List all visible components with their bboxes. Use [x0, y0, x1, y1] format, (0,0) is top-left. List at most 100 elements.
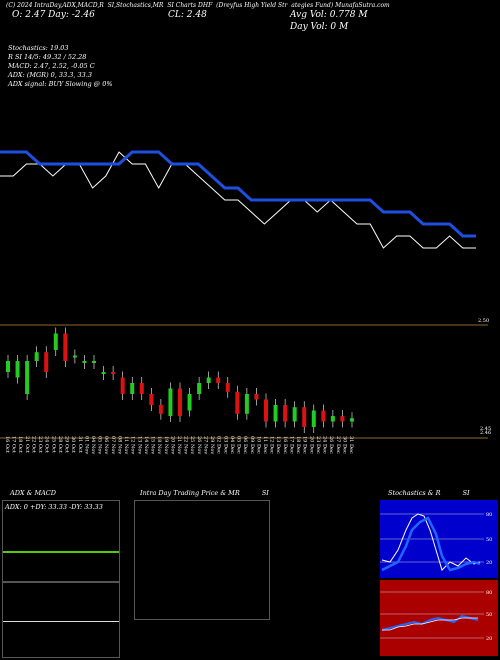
- date-label: 21 Oct: [23, 436, 30, 453]
- candle: [158, 405, 163, 414]
- date-label: 05 Dec: [235, 436, 242, 454]
- date-label: 12 Nov: [129, 436, 136, 455]
- header-title-5: ategies Fund) MunafaSutra.com: [291, 2, 390, 9]
- adx-signal-info: ADX signal: BUY Slowing @ 0%: [8, 80, 113, 88]
- candle: [72, 355, 77, 358]
- candle: [101, 372, 106, 374]
- candle: [25, 361, 30, 394]
- close-readout: CL: 2.48: [168, 10, 207, 20]
- candle: [6, 361, 10, 372]
- open-day-readout: O: 2.47 Day: -2.46: [12, 10, 95, 20]
- macd-panel: [2, 582, 120, 658]
- macd-line: [3, 621, 119, 622]
- date-label: 16 Oct: [4, 436, 10, 453]
- date-label: 07 Nov: [109, 436, 116, 455]
- date-label: 02 Dec: [215, 436, 222, 454]
- intraday-panel: [134, 500, 270, 620]
- date-label: 29 Nov: [209, 436, 216, 455]
- chart-header: (C) 2024 IntraDay,ADX,MACD,R SI,Stochast…: [6, 2, 392, 9]
- rsi-tick-80: 80: [486, 590, 492, 596]
- date-label: 30 Dec: [341, 436, 348, 454]
- stoch-title-1: Stochastics & R: [388, 489, 441, 497]
- price-label-low1: 2.46: [480, 430, 492, 436]
- candle: [130, 383, 135, 394]
- intraday-panel-title: Intra Day Trading Price & MR SI: [140, 489, 269, 497]
- macd-info: MACD: 2.47, 2.52, -0.05 C: [8, 62, 95, 70]
- adx-readout: ADX: 0 +DY: 33.33 -DY: 33.33: [5, 503, 103, 511]
- candle: [82, 361, 87, 363]
- candle: [350, 418, 354, 422]
- adx-info: ADX: (MGR) 0, 33.3, 33.3: [8, 71, 93, 79]
- date-label: 12 Dec: [268, 436, 275, 454]
- candle: [321, 410, 326, 422]
- candle: [197, 383, 202, 394]
- date-label: 20 Nov: [169, 436, 176, 455]
- candle: [302, 407, 307, 427]
- candle: [92, 361, 96, 363]
- avg-vol-readout: Avg Vol: 0.778 M: [290, 10, 368, 20]
- date-axis: 16 Oct 17 Oct 18 Oct 21 Oct 22 Oct 23 Oct 24 O…: [0, 436, 500, 476]
- header-title-1: (C) 2024 IntraDay,ADX,MACD,R: [6, 2, 104, 9]
- date-label: 05 Nov: [96, 436, 103, 455]
- date-label: 18 Oct: [17, 436, 24, 453]
- date-label: 18 Dec: [295, 436, 302, 454]
- candle: [311, 410, 316, 427]
- date-label: 03 Dec: [222, 436, 229, 454]
- date-label: 15 Nov: [149, 436, 156, 455]
- rsi-info: R SI 14/5: 49.32 / 52.28: [8, 53, 87, 61]
- candle: [264, 399, 268, 422]
- candle: [15, 361, 20, 378]
- date-label: 10 Dec: [255, 436, 262, 454]
- candle: [63, 333, 68, 361]
- candle: [216, 377, 221, 383]
- date-label: 26 Dec: [328, 436, 335, 454]
- date-label: 14 Nov: [142, 436, 149, 455]
- date-label: 23 Dec: [314, 436, 321, 454]
- candle: [225, 383, 230, 392]
- date-label: 25 Oct: [50, 436, 57, 453]
- header-title-2: SI,Stochastics,MR: [107, 2, 164, 9]
- date-label: 01 Nov: [83, 436, 90, 455]
- stoch-k-line: [381, 513, 481, 571]
- candle: [168, 388, 173, 416]
- date-label: 17 Dec: [288, 436, 295, 454]
- date-label: 16 Dec: [281, 436, 288, 454]
- date-label: 06 Nov: [103, 436, 110, 455]
- stoch-tick-50: 50: [486, 537, 492, 543]
- date-label: 11 Nov: [123, 436, 130, 455]
- date-label: 04 Dec: [228, 436, 235, 454]
- stochastics-panel: 80 50 20: [380, 500, 498, 578]
- date-label: 13 Dec: [275, 436, 282, 454]
- header-title-4: (Dreyfus High Yield Str: [216, 2, 288, 9]
- date-label: 28 Oct: [56, 436, 63, 453]
- date-label: 29 Oct: [63, 436, 70, 453]
- date-label: 04 Nov: [90, 436, 96, 455]
- date-label: 18 Nov: [156, 436, 163, 455]
- date-label: 20 Dec: [308, 436, 315, 454]
- price-label-low2: 2.45: [480, 426, 492, 432]
- date-label: 17 Oct: [10, 436, 17, 453]
- date-label: 22 Oct: [30, 436, 37, 453]
- stoch-tick-80: 80: [486, 512, 492, 518]
- candle: [235, 391, 240, 414]
- price-chart: [0, 150, 488, 439]
- candle: [53, 333, 58, 350]
- candle: [139, 383, 144, 394]
- header-title-3: SI Charts DHF: [167, 2, 213, 9]
- candle: [283, 405, 288, 422]
- candle: [120, 377, 125, 394]
- date-label: 26 Nov: [195, 436, 202, 455]
- candle: [111, 372, 116, 374]
- day-vol-readout: Day Vol: 0 M: [290, 22, 349, 32]
- candle: [254, 394, 259, 400]
- stoch-d-line: [381, 516, 481, 572]
- date-label: 24 Dec: [321, 436, 328, 454]
- stochastics-info: Stochastics: 19.03: [8, 44, 69, 52]
- stoch-title-2: SI: [462, 489, 470, 497]
- intraday-title-2: SI: [261, 489, 269, 497]
- date-label: 31 Oct: [76, 436, 83, 453]
- candle: [206, 377, 211, 383]
- rsi-signal-line: [382, 617, 478, 631]
- stoch-panel-title: Stochastics & R SI: [388, 489, 470, 497]
- candle: [178, 388, 182, 416]
